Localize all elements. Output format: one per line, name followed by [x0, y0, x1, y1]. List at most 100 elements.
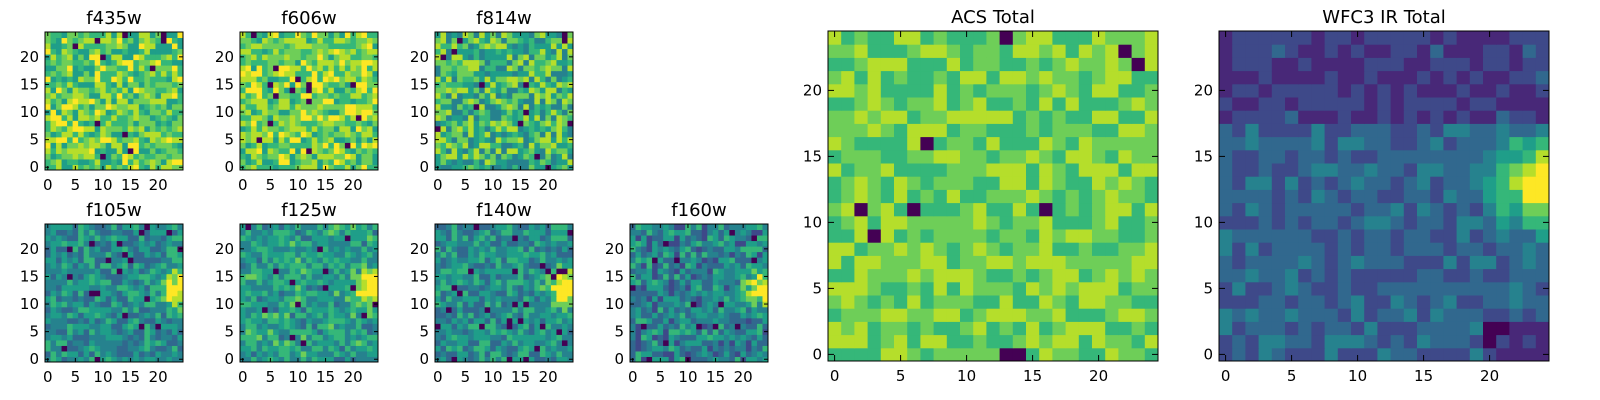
heatmap-cell	[144, 317, 151, 324]
heatmap-cell	[262, 92, 269, 99]
heatmap-cell	[446, 164, 453, 171]
heatmap-cell	[1118, 255, 1133, 270]
heatmap-cell	[751, 350, 758, 357]
heatmap-cell	[880, 189, 895, 204]
heatmap-cell	[495, 235, 502, 242]
heatmap-cell	[56, 43, 63, 50]
heatmap-cell	[245, 339, 252, 346]
heatmap-cell	[690, 317, 697, 324]
heatmap-cell	[339, 142, 346, 149]
heatmap-cell	[317, 87, 324, 94]
heatmap-cell	[451, 240, 458, 247]
heatmap-cell	[350, 345, 357, 352]
heatmap-cell	[696, 350, 703, 357]
heatmap-cell	[539, 114, 546, 121]
heatmap-cell	[907, 163, 921, 177]
heatmap-cell	[306, 246, 313, 253]
heatmap-cell	[512, 273, 519, 280]
heatmap-cell	[262, 273, 269, 280]
heatmap-cell	[83, 65, 90, 72]
heatmap-cell	[567, 153, 574, 160]
heatmap-cell	[652, 312, 659, 319]
heatmap-cell	[973, 189, 987, 204]
heatmap-cell	[479, 356, 486, 363]
heatmap-cell	[262, 48, 269, 55]
heatmap-cell	[745, 334, 752, 341]
heatmap-cell	[149, 312, 156, 319]
heatmap-cell	[517, 131, 524, 138]
heatmap-cell	[723, 246, 730, 253]
heatmap-cell	[116, 136, 123, 143]
heatmap-cell	[561, 92, 568, 99]
heatmap-cell	[56, 295, 63, 302]
heatmap-cell	[122, 262, 129, 269]
heatmap-cell	[138, 334, 145, 341]
heatmap-cell	[495, 153, 502, 160]
heatmap-cell	[462, 257, 469, 264]
heatmap-cell	[350, 301, 357, 308]
heatmap-cell	[366, 65, 373, 72]
heatmap-cell	[435, 103, 442, 110]
heatmap-cell	[696, 345, 703, 352]
heatmap-cell	[262, 356, 269, 363]
heatmap-cell	[328, 81, 335, 88]
heatmap-cell	[160, 235, 167, 242]
heatmap-cell	[484, 295, 491, 302]
heatmap-cell	[149, 131, 156, 138]
heatmap-cell	[657, 290, 664, 297]
heatmap-cell	[512, 37, 519, 44]
heatmap-cell	[372, 306, 379, 313]
heatmap-cell	[122, 350, 129, 357]
heatmap-cell	[155, 257, 162, 264]
heatmap-cell	[72, 59, 79, 66]
heatmap-cell	[567, 158, 574, 165]
heatmap-cell	[289, 334, 296, 341]
heatmap-cell	[528, 158, 535, 165]
heatmap-cell	[177, 240, 184, 247]
heatmap-cell	[328, 251, 335, 258]
heatmap-cell	[495, 37, 502, 44]
heatmap-cell	[138, 65, 145, 72]
heatmap-cell	[523, 268, 530, 275]
heatmap-cell	[457, 48, 464, 55]
heatmap-cell	[523, 147, 530, 154]
heatmap-cell	[512, 81, 519, 88]
heatmap-cell	[267, 147, 274, 154]
heatmap-cell	[166, 120, 173, 127]
heatmap-cell	[171, 317, 178, 324]
heatmap-cell	[517, 317, 524, 324]
heatmap-cell	[723, 323, 730, 330]
heatmap-cell	[333, 334, 340, 341]
heatmap-cell	[350, 295, 357, 302]
heatmap-cell	[523, 328, 530, 335]
heatmap-cell	[262, 339, 269, 346]
heatmap-cell	[339, 158, 346, 165]
heatmap-cell	[495, 273, 502, 280]
heatmap-cell	[56, 290, 63, 297]
heatmap-cell	[149, 142, 156, 149]
heatmap-cell	[734, 334, 741, 341]
heatmap-cell	[712, 290, 719, 297]
heatmap-cell	[490, 109, 497, 116]
heatmap-cell	[245, 48, 252, 55]
heatmap-cell	[729, 279, 736, 286]
heatmap-cell	[635, 301, 642, 308]
heatmap-cell	[707, 284, 714, 291]
heatmap-cell	[328, 54, 335, 61]
heatmap-cell	[138, 120, 145, 127]
heatmap-cell	[111, 92, 118, 99]
heatmap-cell	[133, 147, 140, 154]
heatmap-cell	[451, 224, 458, 231]
heatmap-cell	[366, 350, 373, 357]
heatmap-cell	[1052, 295, 1067, 309]
heatmap-cell	[534, 103, 541, 110]
heatmap-cell	[306, 81, 313, 88]
heatmap-cell	[523, 164, 530, 171]
heatmap-cell	[550, 273, 557, 280]
heatmap-cell	[144, 235, 151, 242]
heatmap-cell	[1131, 202, 1146, 217]
heatmap-cell	[641, 350, 648, 357]
heatmap-cell	[534, 246, 541, 253]
heatmap-cell	[160, 224, 167, 231]
heatmap-cell	[517, 235, 524, 242]
